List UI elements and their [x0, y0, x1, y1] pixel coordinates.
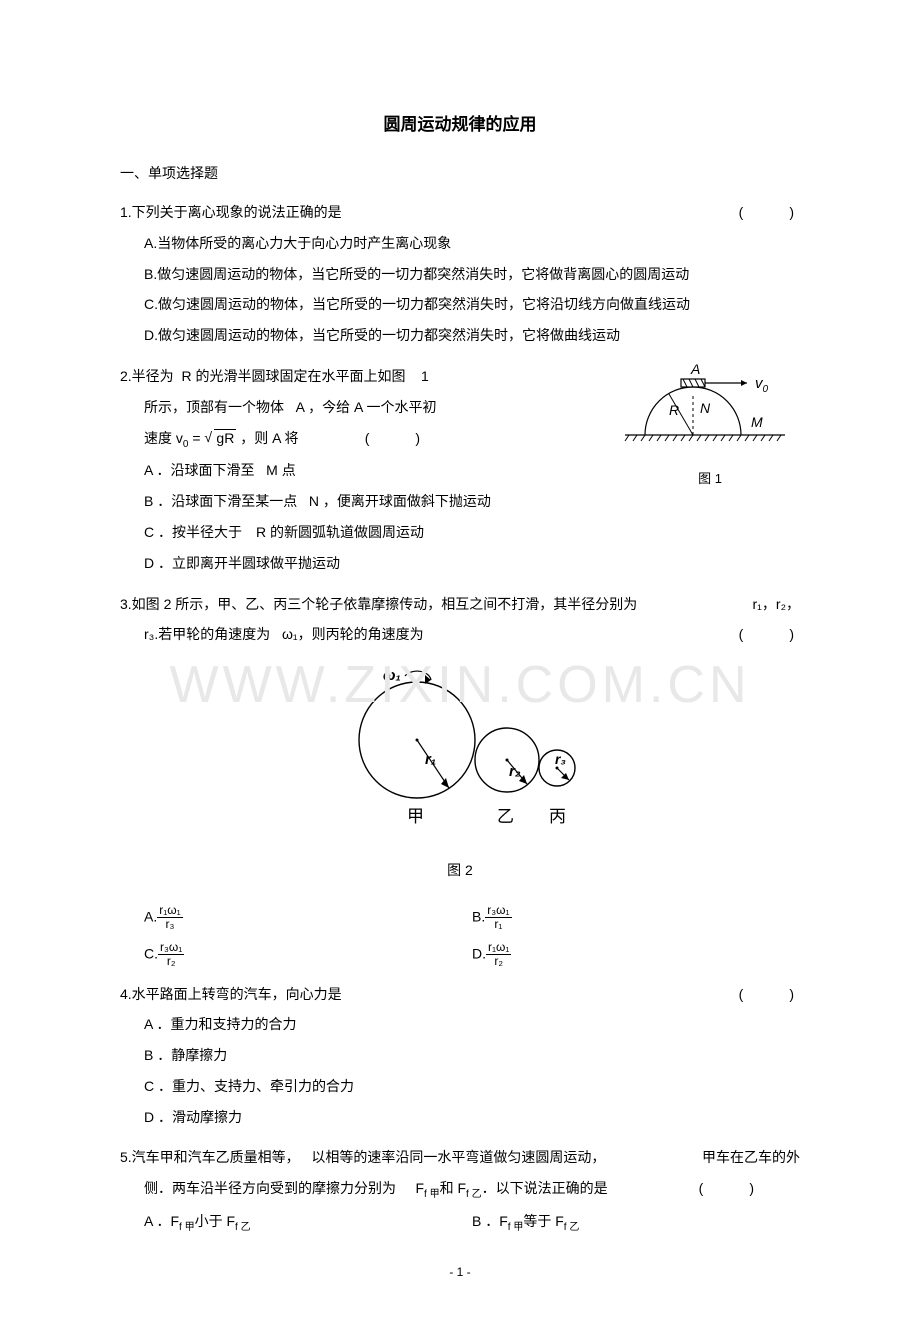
q5-stem: 侧．两车沿半径方向受到的摩擦力分别为: [144, 1180, 396, 1196]
q3-stem: r₁，r₂，: [753, 589, 800, 620]
q2-text: 所示，顶部有一个物体: [144, 399, 284, 415]
q2-optD: D ．立即离开半圆球做平抛运动: [120, 548, 800, 579]
answer-paren: ( ): [739, 979, 800, 1010]
q3-stem: ω₁，则丙轮的角速度为: [282, 626, 424, 642]
q5-sub: f 乙: [466, 1189, 482, 1200]
q2-caption: 图 1: [610, 465, 810, 494]
svg-text:v0: v0: [755, 375, 769, 395]
svg-text:N: N: [700, 400, 711, 416]
question-4: 4.水平路面上转弯的汽车，向心力是 ( ) A ．重力和支持力的合力 B ．静摩…: [120, 979, 800, 1133]
svg-text:ω₁: ω₁: [383, 667, 401, 684]
svg-text:r₂: r₂: [509, 763, 521, 780]
q3-caption: 图 2: [120, 855, 800, 886]
q3-optB: B.r₃ω₁r₁: [472, 904, 800, 931]
q4-optC: C ．重力、支持力、牵引力的合力: [120, 1071, 800, 1102]
q1-stem: 1.下列关于离心现象的说法正确的是: [120, 197, 342, 228]
q3-stem: r₃.若甲轮的角速度为: [144, 626, 270, 642]
q4-stem: 4.水平路面上转弯的汽车，向心力是: [120, 979, 342, 1010]
q3-optA: A.r₁ω₁r₃: [144, 904, 472, 931]
page-number: - 1 -: [120, 1265, 800, 1279]
q2-optA: M 点: [266, 462, 296, 478]
svg-text:M: M: [751, 414, 763, 430]
q5-stem: 以相等的速率沿同一水平弯道做匀速圆周运动，: [311, 1149, 605, 1165]
q1-optA: A.当物体所受的离心力大于向心力时产生离心现象: [120, 228, 800, 259]
svg-text:乙: 乙: [497, 807, 514, 826]
q3-stem: 3.如图 2 所示，甲、乙、丙三个轮子依靠摩擦传动，相互之间不打滑，其半径分别为: [120, 589, 637, 620]
question-3: 3.如图 2 所示，甲、乙、丙三个轮子依靠摩擦传动，相互之间不打滑，其半径分别为…: [120, 589, 800, 969]
q5-stem: 甲车在乙车的外: [702, 1142, 800, 1173]
question-1: 1.下列关于离心现象的说法正确的是 ( ) A.当物体所受的离心力大于向心力时产…: [120, 197, 800, 351]
svg-text:r₃: r₃: [555, 751, 566, 767]
answer-paren: ( ): [739, 619, 800, 650]
q2-text: 速度 v: [144, 430, 183, 446]
q2-text: =: [188, 430, 204, 446]
q5-stem: 和 F: [440, 1180, 466, 1196]
q2-text: A ，今给 A 一个水平初: [296, 399, 437, 415]
q4-optD: D ．滑动摩擦力: [120, 1102, 800, 1133]
q2-text: gR: [214, 429, 236, 446]
q5-stem: ．以下说法正确的是: [482, 1180, 608, 1196]
answer-paren: ( ): [365, 430, 426, 446]
answer-paren: ( ): [699, 1173, 760, 1206]
q3-figure: ω₁ r₁ r₂ r₃ 甲 乙 丙: [120, 660, 800, 841]
q2-optB: N ，便离开球面做斜下抛运动: [309, 493, 491, 509]
q4-optB: B ．静摩擦力: [120, 1040, 800, 1071]
svg-text:丙: 丙: [549, 807, 566, 826]
q5-optA: A ．Ff 甲小于 Ff 乙: [144, 1206, 472, 1239]
q2-optC: C ．按半径大于 R 的新圆弧轨道做圆周运动: [120, 517, 800, 548]
q4-optA: A ．重力和支持力的合力: [120, 1009, 800, 1040]
q2-figure: A v0 R N M 图 1: [610, 357, 810, 493]
svg-text:R: R: [669, 402, 679, 418]
q5-optB: B ．Ff 甲等于 Ff 乙: [472, 1206, 800, 1239]
svg-text:甲: 甲: [407, 807, 424, 826]
q2-text: 1: [421, 368, 429, 384]
section-heading: 一、单项选择题: [120, 163, 800, 183]
question-2: A v0 R N M 图 1 2.半径为 R 的光滑半圆球固定在水平面上如图 1…: [120, 361, 800, 579]
page-title: 圆周运动规律的应用: [120, 110, 800, 135]
svg-text:r₁: r₁: [425, 751, 436, 768]
q1-optB: B.做匀速圆周运动的物体，当它所受的一切力都突然消失时，它将做背离圆心的圆周运动: [120, 259, 800, 290]
q1-optD: D.做匀速圆周运动的物体，当它所受的一切力都突然消失时，它将做曲线运动: [120, 320, 800, 351]
q2-optB: B ．沿球面下滑至某一点: [144, 493, 297, 509]
q2-text: ，则 A 将: [236, 430, 298, 446]
q5-stem: 5.汽车甲和汽车乙质量相等，: [120, 1149, 300, 1165]
q1-optC: C.做匀速圆周运动的物体，当它所受的一切力都突然消失时，它将沿切线方向做直线运动: [120, 289, 800, 320]
svg-text:A: A: [690, 361, 700, 377]
q2-optA: A ．沿球面下滑至: [144, 462, 254, 478]
q3-optD: D.r₁ω₁r₂: [472, 941, 800, 968]
q3-optC: C.r₃ω₁r₂: [144, 941, 472, 968]
q5-stem: F: [415, 1180, 424, 1196]
answer-paren: ( ): [739, 197, 800, 228]
q2-text: 2.半径为: [120, 368, 174, 384]
q2-text: R 的光滑半圆球固定在水平面上如图: [181, 368, 405, 384]
question-5: 5.汽车甲和汽车乙质量相等， 以相等的速率沿同一水平弯道做匀速圆周运动， 甲车在…: [120, 1142, 800, 1238]
q5-sub: f 甲: [424, 1189, 440, 1200]
